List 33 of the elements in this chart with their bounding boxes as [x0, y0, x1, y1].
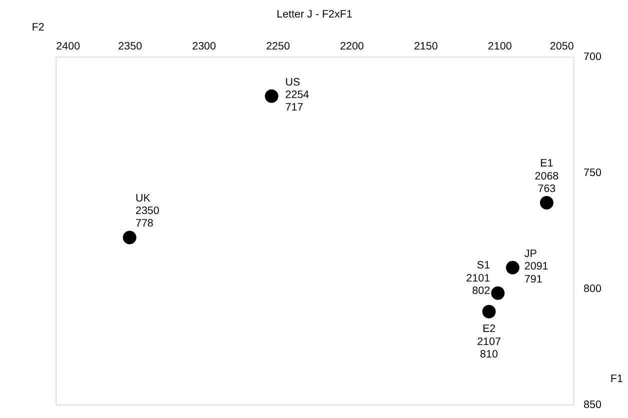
y-tick-label: 850	[584, 398, 602, 411]
chart-title: Letter J - F2xF1	[276, 8, 352, 21]
annotation: 2107	[477, 336, 501, 348]
x-tick-label: 2050	[550, 40, 574, 52]
y-tick-label: 750	[584, 167, 602, 180]
text: E1	[540, 158, 554, 170]
annotation: 2068	[534, 170, 559, 182]
x-tick-label: 2200	[340, 40, 364, 52]
y-tick-label: 800	[584, 282, 602, 295]
series-label: US	[285, 76, 300, 88]
annotation: 2254	[285, 89, 310, 102]
series-label: S1	[476, 260, 490, 272]
annotation: 2350	[135, 205, 160, 218]
annotation: 2091	[524, 260, 548, 273]
data-label: 778	[135, 218, 154, 230]
annotation: 2101	[466, 272, 490, 284]
data-label: 717	[285, 102, 304, 114]
text: UK	[135, 192, 152, 204]
data-label: 791	[524, 273, 542, 286]
x-tick-label: 2100	[488, 40, 512, 52]
y-axis-title: F1	[610, 372, 623, 385]
series-label: E2	[482, 323, 496, 336]
data-label: 763	[538, 182, 556, 195]
x-tick-label: 2350	[118, 40, 142, 52]
data-label: 802	[472, 285, 490, 298]
data-label: 810	[480, 348, 498, 361]
x-tick-label: 2250	[266, 40, 290, 52]
x-tick-label: 2400	[56, 40, 80, 52]
x-tick-label: 2150	[414, 40, 438, 52]
x-axis-title: F2	[32, 21, 44, 34]
y-tick-label: 700	[584, 51, 602, 64]
series-label: JP	[524, 248, 537, 260]
x-tick-label: 2300	[192, 40, 216, 52]
